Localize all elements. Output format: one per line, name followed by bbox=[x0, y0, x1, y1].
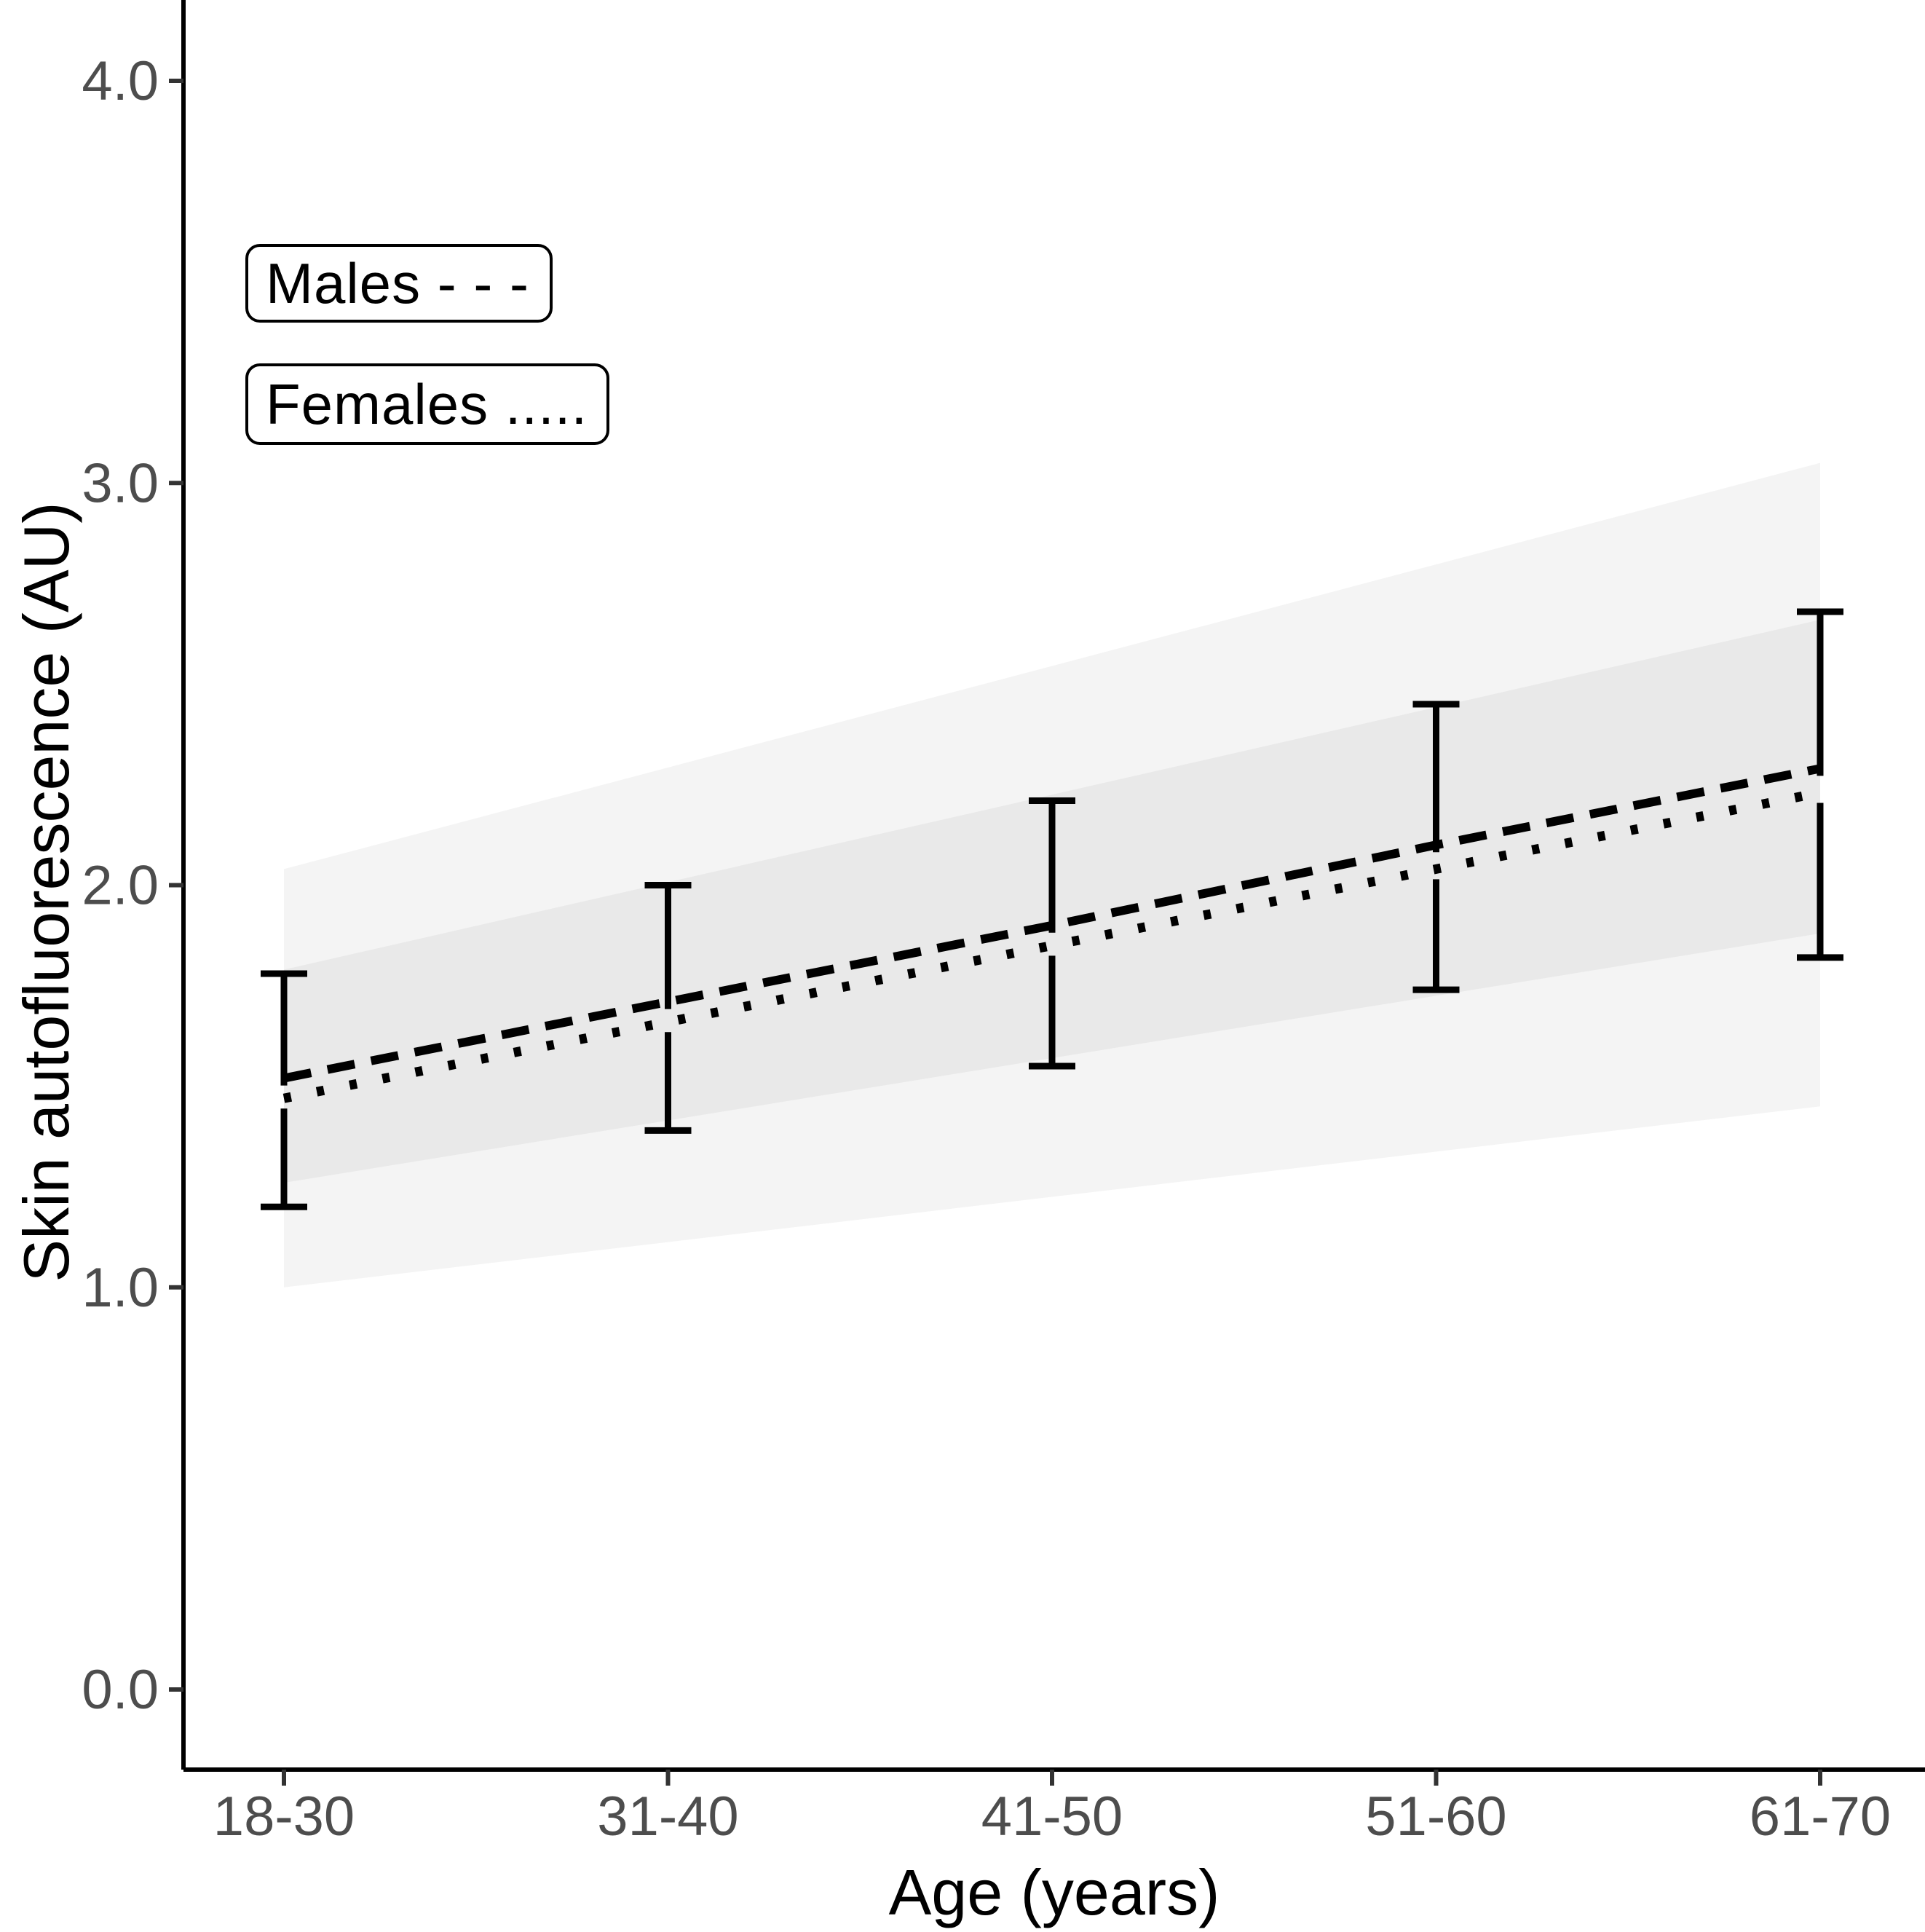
y-tick-label: 0.0 bbox=[82, 1659, 159, 1721]
y-tick-label: 2.0 bbox=[82, 855, 159, 917]
x-axis-title: Age (years) bbox=[888, 1856, 1220, 1928]
x-tick-label: 41-50 bbox=[981, 1786, 1123, 1848]
x-tick-label: 61-70 bbox=[1750, 1786, 1891, 1848]
legend-males-label: Males - - - bbox=[266, 251, 529, 315]
y-tick-label: 4.0 bbox=[82, 50, 159, 112]
males-line bbox=[282, 764, 1822, 1083]
x-tick-label: 18-30 bbox=[213, 1786, 355, 1848]
y-tick-label: 1.0 bbox=[82, 1257, 159, 1319]
legend-females-label: Females ..... bbox=[266, 371, 588, 436]
y-axis-title: Skin autofluorescence (AU) bbox=[10, 502, 82, 1282]
y-tick-label: 3.0 bbox=[82, 452, 159, 514]
x-tick-label: 51-60 bbox=[1365, 1786, 1506, 1848]
x-tick-label: 31-40 bbox=[597, 1786, 738, 1848]
legend-males: Males - - - bbox=[245, 244, 553, 323]
legend-females: Females ..... bbox=[245, 363, 609, 445]
